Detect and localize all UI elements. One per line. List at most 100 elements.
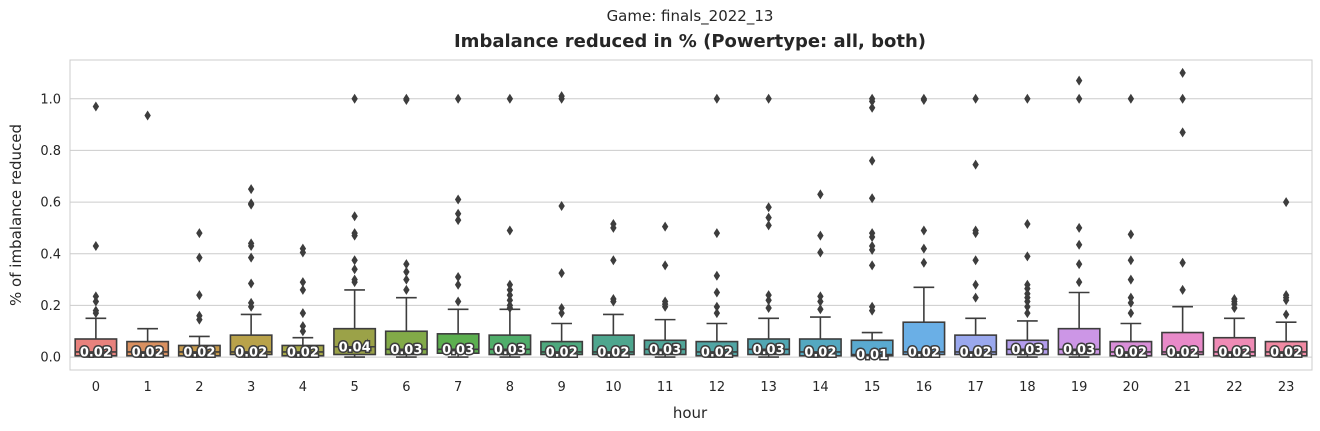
outlier-point: [196, 290, 203, 301]
box-series: 0.02 0.02 0.02 0.02 0.02 0.04 0.03 0.03 0.03 0.02…: [74, 67, 1308, 365]
outlier-point: [454, 194, 462, 205]
x-axis-label: hour: [673, 404, 708, 422]
outlier-point: [454, 208, 462, 219]
box-group: 0.02: [281, 243, 325, 362]
outlier-point: [351, 255, 358, 266]
box-group: 0.03: [384, 93, 428, 359]
x-tick-label: 19: [1071, 380, 1088, 395]
median-value-label: 0.02: [1218, 345, 1250, 360]
median-value-label: 0.02: [1115, 345, 1147, 360]
x-tick-label: 20: [1123, 380, 1140, 395]
outlier-point: [1024, 283, 1031, 294]
outlier-point: [92, 241, 100, 251]
box-group: 0.02: [954, 93, 998, 362]
outlier-point: [196, 228, 203, 239]
x-tick-label: 15: [864, 380, 881, 395]
x-tick-label: 8: [506, 380, 514, 395]
outlier-point: [351, 264, 358, 275]
outlier-point: [144, 110, 151, 121]
outlier-point: [558, 268, 565, 279]
outlier-point: [972, 279, 979, 290]
outlier-point: [558, 308, 565, 319]
box-group: 0.03: [436, 93, 480, 359]
outlier-point: [972, 93, 979, 104]
outlier-point: [196, 314, 203, 325]
x-tick-label: 3: [247, 380, 255, 395]
outlier-point: [1075, 75, 1083, 86]
x-tick-label: 11: [657, 380, 674, 395]
outlier-point: [247, 184, 255, 195]
box: [436, 333, 480, 355]
outlier-point: [1024, 308, 1031, 319]
box-group: 0.02: [1109, 93, 1153, 362]
box-group: 0.02: [177, 228, 221, 362]
median-value-label: 0.02: [183, 345, 215, 360]
outlier-point: [558, 303, 565, 313]
outlier-point: [868, 305, 876, 316]
box-group: 0.02: [1264, 197, 1308, 362]
figure-suptitle: Game: finals_2022_13: [606, 7, 774, 25]
outlier-point: [92, 291, 100, 302]
y-tick-label: 1.0: [40, 92, 61, 107]
box: [1057, 327, 1101, 356]
box-group: 0.03: [643, 221, 687, 359]
outlier-point: [972, 159, 979, 170]
outlier-point: [713, 228, 721, 239]
outlier-point: [1075, 277, 1083, 288]
outlier-point: [1127, 93, 1135, 104]
outlier-point: [1024, 251, 1031, 262]
outlier-point: [1179, 93, 1186, 104]
outlier-point: [1127, 274, 1135, 285]
box: [177, 344, 221, 357]
median-value-label: 0.02: [597, 345, 629, 360]
outlier-point: [817, 296, 824, 307]
box-group: 0.02: [540, 91, 584, 362]
outlier-point: [247, 301, 255, 312]
outlier-point: [817, 189, 824, 200]
outlier-point: [506, 303, 514, 313]
box-group: 0.02: [1212, 293, 1256, 362]
outlier-point: [972, 292, 979, 303]
box: [902, 321, 946, 356]
outlier-point: [610, 222, 617, 233]
y-tick-label: 0.4: [40, 247, 61, 262]
outlier-point: [299, 247, 307, 258]
outlier-point: [299, 321, 307, 332]
x-tick-label: 1: [143, 380, 151, 395]
outlier-point: [247, 199, 255, 210]
grid-lines: [70, 98, 1312, 358]
y-tick-label: 0.0: [40, 351, 61, 366]
median-value-label: 0.02: [235, 345, 267, 360]
box-group: 0.02: [902, 93, 946, 362]
median-value-label: 0.02: [804, 345, 836, 360]
median-value-label: 0.02: [960, 345, 992, 360]
x-tick-label: 23: [1278, 380, 1295, 395]
chart-title: Imbalance reduced in % (Powertype: all, …: [453, 31, 926, 52]
outlier-point: [403, 259, 410, 270]
median-value-label: 0.03: [649, 343, 681, 358]
outlier-point: [713, 270, 721, 281]
outlier-point: [92, 296, 100, 307]
outlier-point: [817, 291, 824, 302]
outlier-point: [196, 252, 203, 263]
median-value-label: 0.02: [546, 345, 578, 360]
x-tick-label: 13: [760, 380, 777, 395]
outlier-point: [920, 95, 928, 106]
outlier-point: [765, 290, 772, 301]
box: [1005, 339, 1049, 356]
outlier-point: [506, 279, 514, 290]
x-tick-label: 4: [299, 380, 307, 395]
outlier-point: [1024, 219, 1031, 230]
x-tick-label: 14: [812, 380, 829, 395]
outlier-point: [247, 241, 255, 251]
outlier-point: [92, 101, 100, 112]
box-group: 0.03: [1005, 93, 1049, 359]
outlier-point: [765, 220, 772, 231]
median-value-label: 0.03: [494, 343, 526, 358]
outlier-point: [765, 295, 772, 306]
outlier-point: [1127, 255, 1135, 266]
outlier-point: [868, 231, 876, 242]
box-group: 0.02: [74, 101, 118, 362]
median-value-label: 0.01: [856, 348, 888, 363]
outlier-point: [1075, 259, 1083, 270]
